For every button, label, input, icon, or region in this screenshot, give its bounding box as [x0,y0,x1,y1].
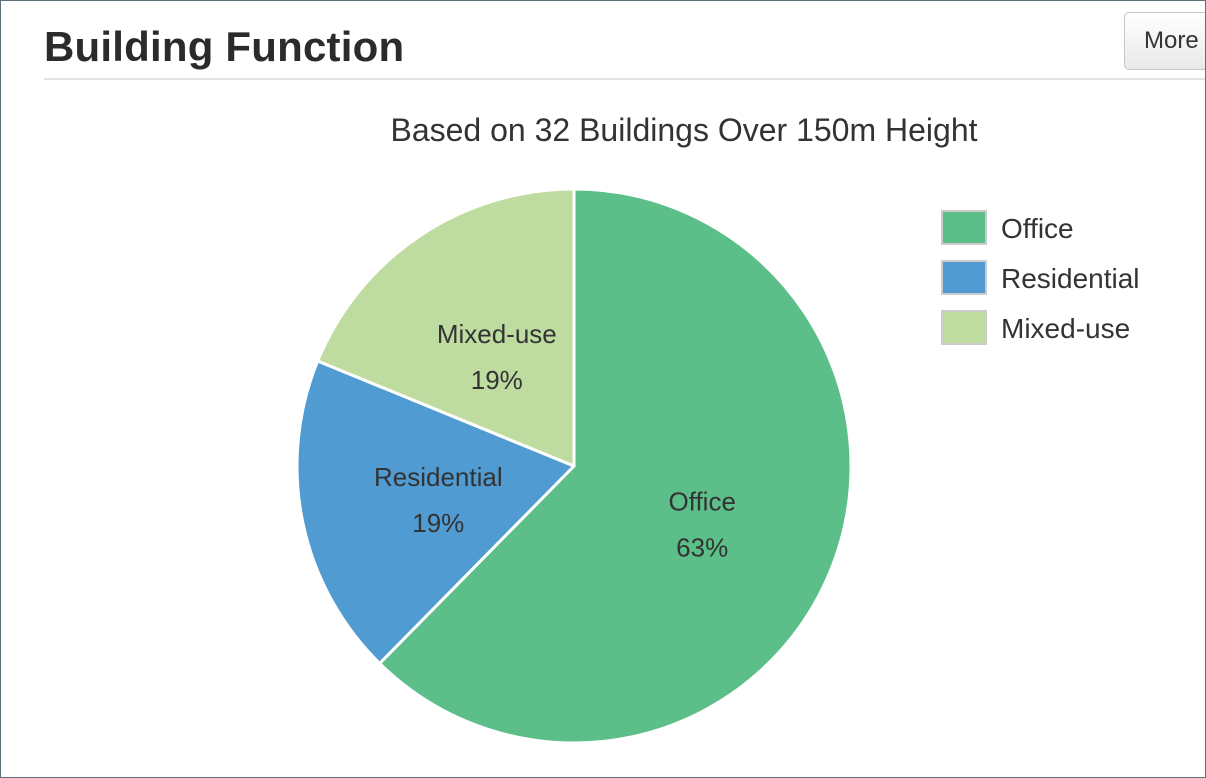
title-divider [44,78,1205,80]
chart-title: Based on 32 Buildings Over 150m Height [390,112,977,148]
legend-label-office[interactable]: Office [1001,213,1074,244]
slice-percent-mixed-use: 19% [471,365,523,395]
pie-slice-mixed-use[interactable] [316,187,576,468]
legend-label-residential[interactable]: Residential [1001,263,1140,294]
pie-slices [295,187,853,745]
section-title: Building Function [44,23,405,70]
slice-percent-residential: 19% [412,508,464,538]
legend-swatch-residential [941,260,987,295]
slice-label-residential: Residential [374,462,503,492]
more-button[interactable]: More [1124,12,1205,70]
pie-slice-office[interactable] [378,187,853,745]
slice-percent-office: 63% [676,533,728,563]
pie-slice-residential[interactable] [295,359,576,665]
legend-swatch-mixed-use [941,310,987,345]
legend-label-mixed-use[interactable]: Mixed-use [1001,313,1130,344]
slice-label-office: Office [668,487,735,517]
slice-labels: Office 63% Residential 19% Mixed-use 19% [374,319,736,563]
legend-swatch-office [941,210,987,245]
slice-label-mixed-use: Mixed-use [437,319,557,349]
legend: Office Residential Mixed-use [941,210,1140,345]
